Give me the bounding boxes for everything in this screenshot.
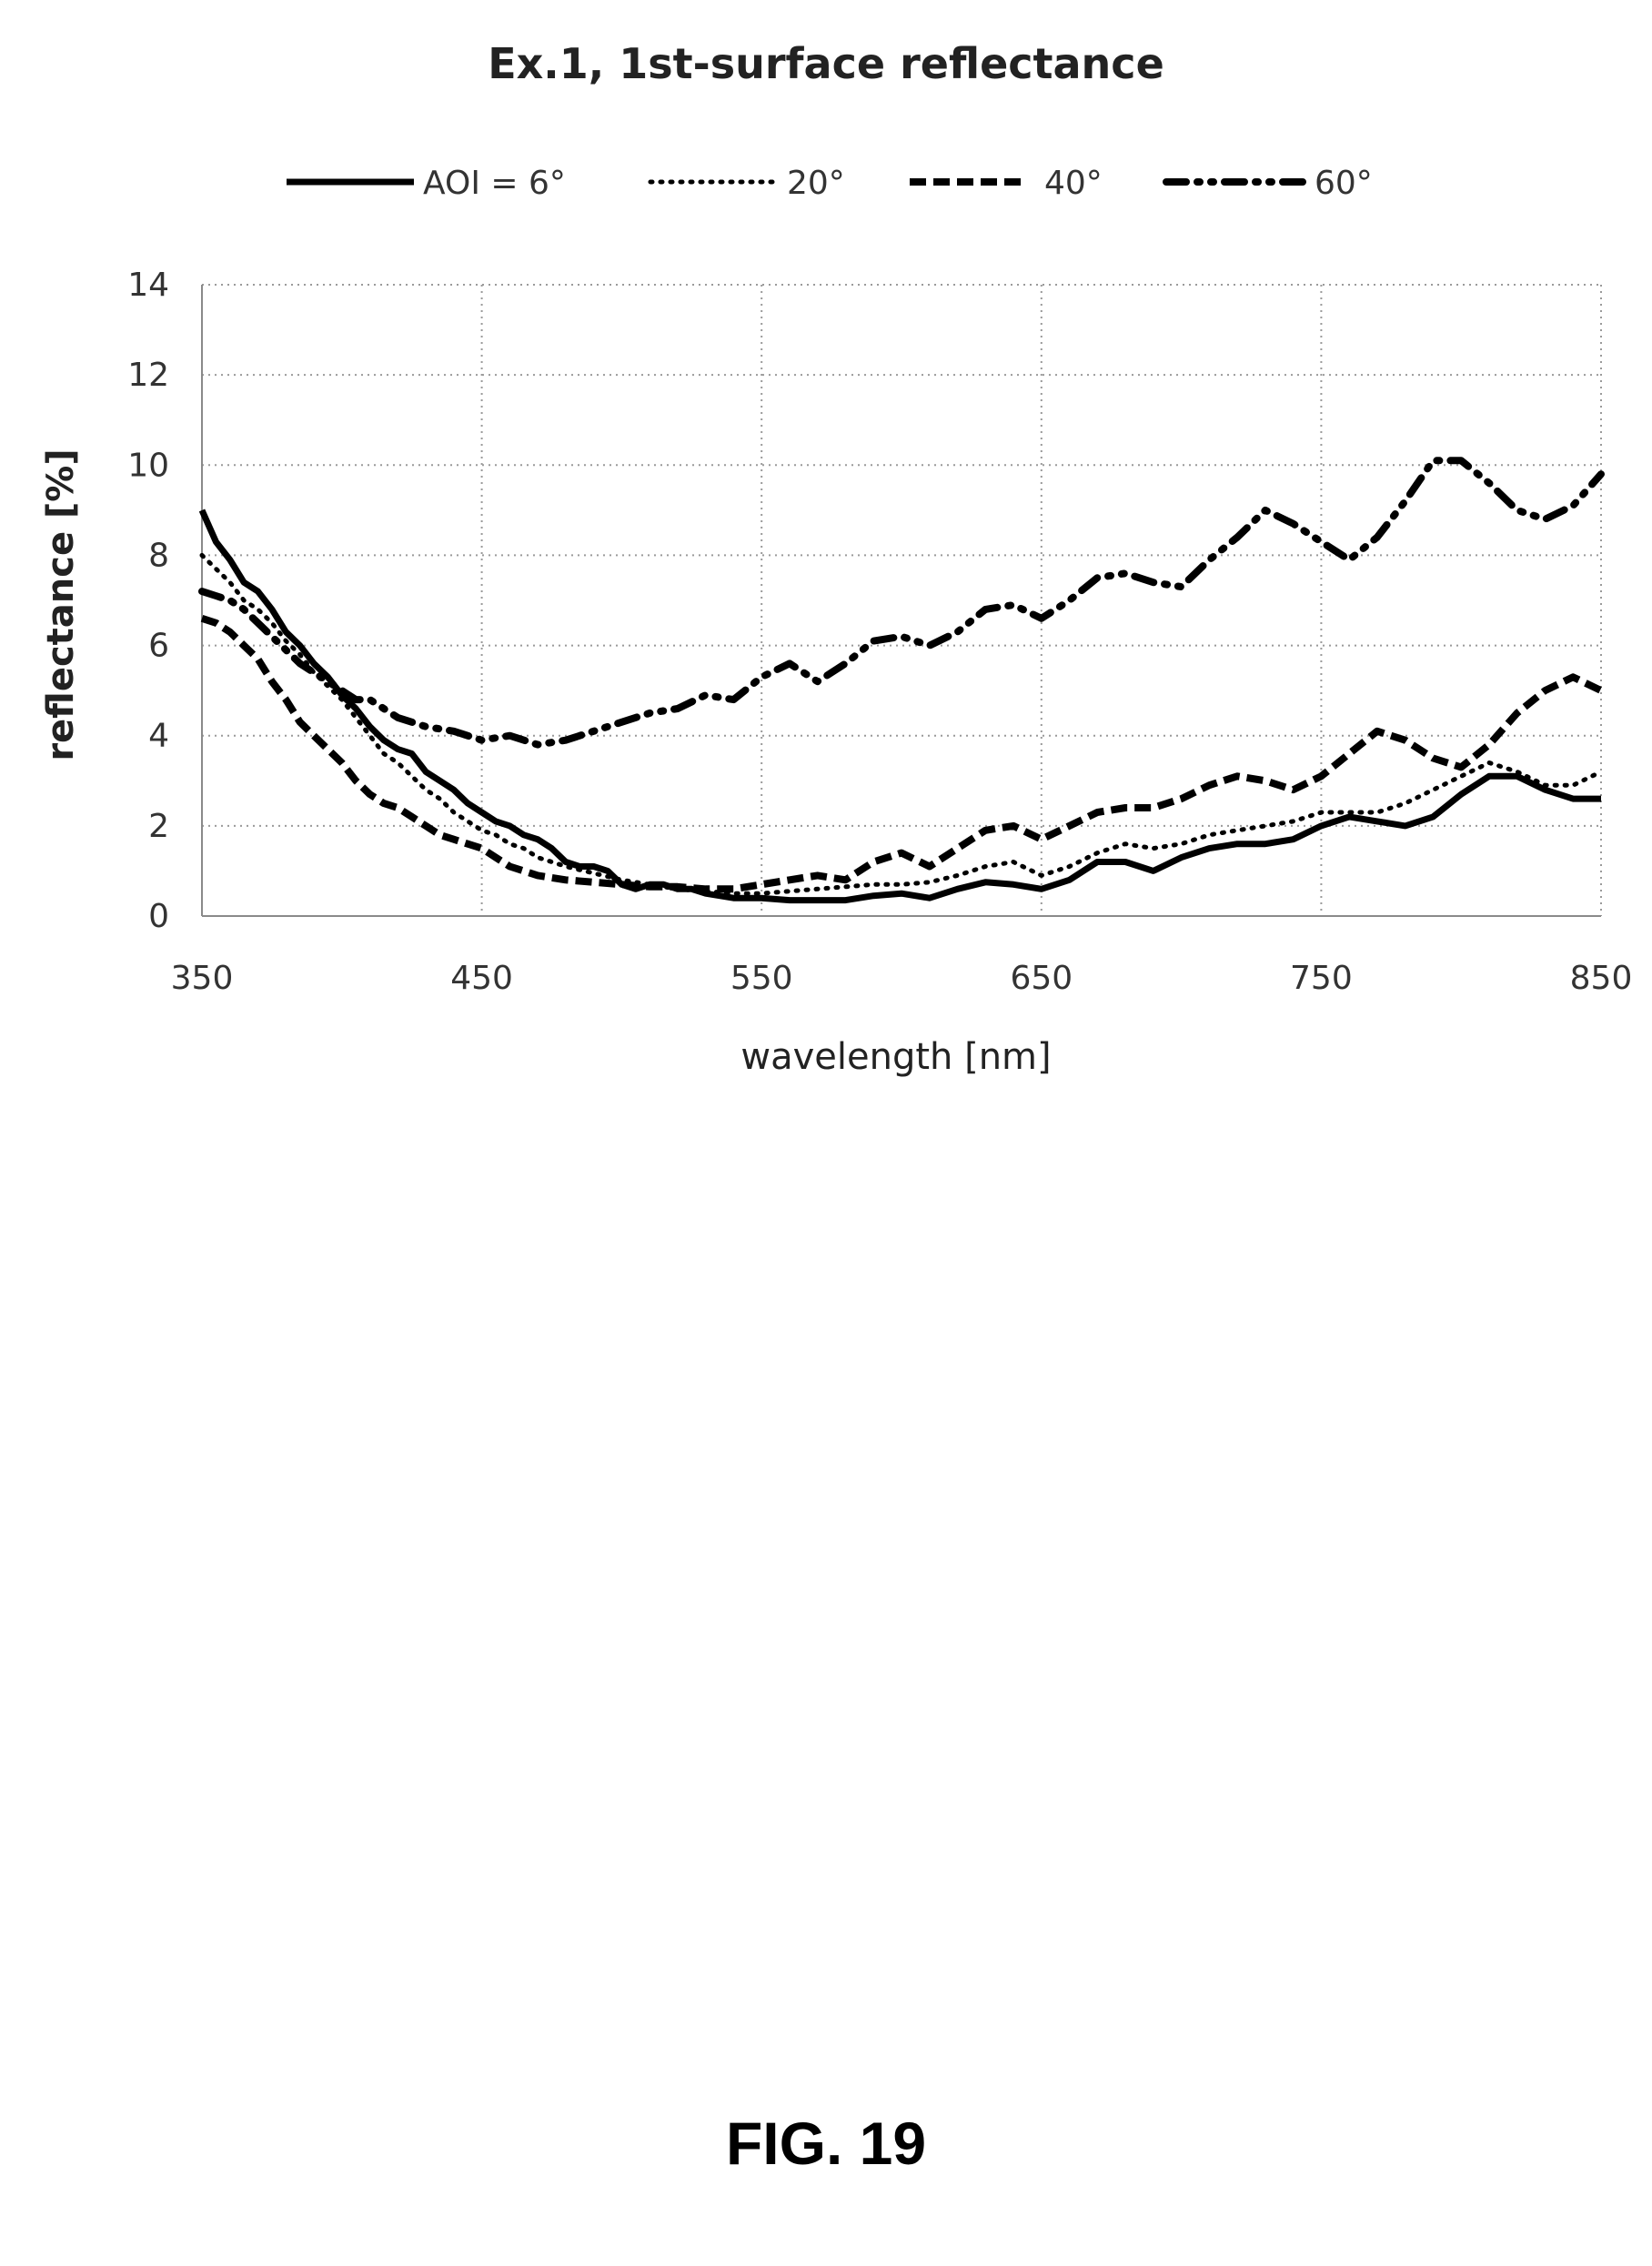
chart-series [198,457,1605,904]
figure-label: FIG. 19 [725,2110,927,2177]
y-tick-label: 8 [148,537,169,574]
x-tick-label: 350 [171,960,234,997]
chart-axes [201,285,1601,917]
chart-legend: AOI = 6° 20° 40° 60° [287,165,1373,202]
legend-entry-1: AOI = 6° [287,165,566,202]
y-tick-label: 0 [148,898,169,935]
legend-label: 60° [1315,165,1373,202]
legend-label: AOI = 6° [423,165,566,202]
y-tick-label: 6 [148,628,169,665]
reflectance-chart: Ex.1, 1st-surface reflectance AOI = 6° 20… [40,39,1632,1078]
x-tick-label: 450 [450,960,513,997]
chart-gridlines [202,284,1602,916]
y-tick-label: 4 [148,718,169,755]
chart-title: Ex.1, 1st-surface reflectance [488,39,1164,88]
series-line-4 [198,457,1605,749]
x-axis-title: wavelength [nm] [740,1036,1051,1078]
y-tick-label: 12 [127,357,169,394]
legend-label: 20° [787,165,845,202]
series-line-3 [200,614,1603,893]
y-tick-label: 2 [148,808,169,845]
x-tick-label: 650 [1010,960,1073,997]
series-line-1 [198,509,1601,904]
y-tick-label: 10 [127,447,169,484]
legend-label: 40° [1044,165,1103,202]
y-tick-label: 14 [127,267,169,304]
x-tick-label: 850 [1570,960,1633,997]
legend-entry-2: 20° [648,165,845,202]
legend-entry-3: 40° [910,165,1103,202]
x-tick-label: 550 [730,960,793,997]
legend-entry-4: 60° [1163,165,1373,202]
chart-tick-labels: 0 2 4 6 8 10 12 14 350 450 550 650 750 850 [127,267,1632,997]
x-tick-label: 750 [1290,960,1353,997]
y-axis-title: reflectance [%] [40,448,82,760]
